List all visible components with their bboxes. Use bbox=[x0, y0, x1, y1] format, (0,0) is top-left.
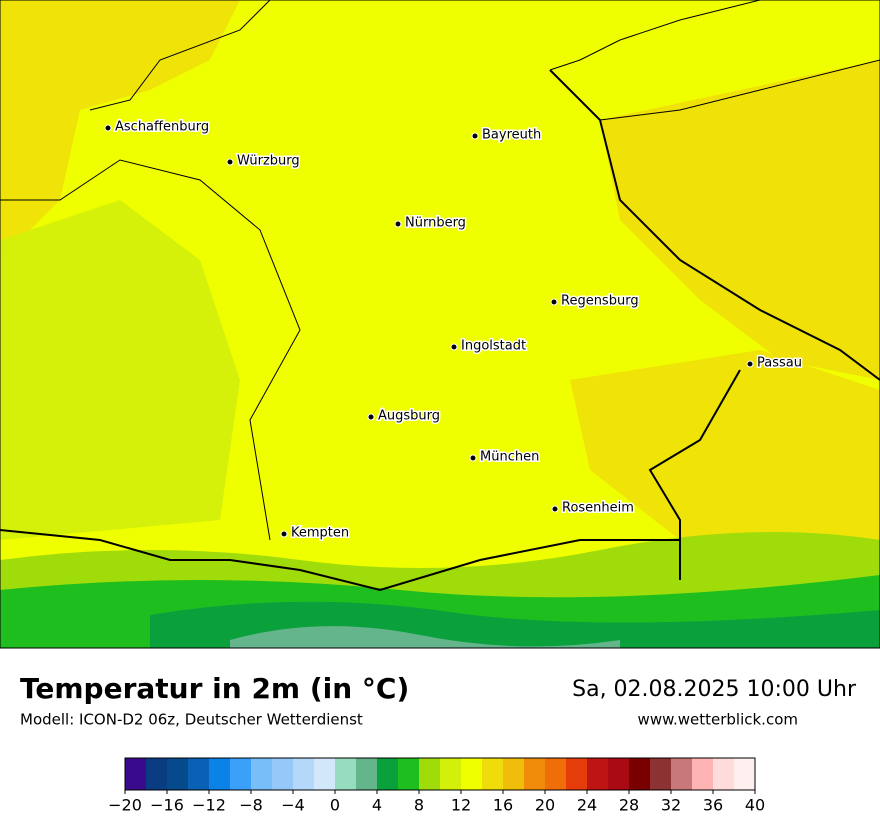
colorbar-swatch bbox=[524, 758, 546, 790]
colorbar-tick-label: 16 bbox=[493, 796, 513, 815]
city-label: Aschaffenburg bbox=[115, 120, 209, 135]
colorbar-swatch bbox=[335, 758, 357, 790]
colorbar-swatch bbox=[209, 758, 231, 790]
colorbar-tick-label: −8 bbox=[239, 796, 263, 815]
warm-area bbox=[570, 350, 880, 540]
colorbar-swatch bbox=[419, 758, 441, 790]
city-dot bbox=[469, 454, 477, 462]
colorbar-swatch bbox=[377, 758, 399, 790]
datetime: Sa, 02.08.2025 10:00 Uhr bbox=[572, 677, 857, 702]
colorbar-swatch bbox=[503, 758, 525, 790]
cool-area bbox=[0, 200, 240, 540]
city-dot bbox=[746, 360, 754, 368]
colorbar-swatch bbox=[272, 758, 294, 790]
colorbar-swatch bbox=[398, 758, 420, 790]
colorbar-swatch bbox=[650, 758, 672, 790]
colorbar-swatch bbox=[251, 758, 273, 790]
city-dot bbox=[280, 530, 288, 538]
city-dot bbox=[551, 505, 559, 513]
colorbar-swatch bbox=[356, 758, 378, 790]
city-label: Nürnberg bbox=[405, 216, 466, 231]
colorbar-tick-label: −4 bbox=[281, 796, 305, 815]
colorbar-tick-label: 8 bbox=[414, 796, 424, 815]
colorbar-swatch bbox=[671, 758, 693, 790]
colorbar-tick-label: 32 bbox=[661, 796, 681, 815]
colorbar-tick-label: −12 bbox=[192, 796, 226, 815]
colorbar-tick-label: −16 bbox=[150, 796, 184, 815]
warm-area bbox=[0, 0, 240, 260]
subtitle: Modell: ICON-D2 06z, Deutscher Wetterdie… bbox=[20, 711, 363, 729]
colorbar-tick-label: −20 bbox=[108, 796, 142, 815]
city-label: Ingolstadt bbox=[461, 339, 526, 354]
state-border bbox=[0, 0, 880, 541]
colorbar-swatch bbox=[461, 758, 483, 790]
city-label: München bbox=[480, 450, 539, 465]
colorbar-tick-label: 24 bbox=[577, 796, 597, 815]
colorbar-swatch bbox=[125, 758, 147, 790]
colorbar-swatch bbox=[734, 758, 756, 790]
website: www.wetterblick.com bbox=[638, 711, 798, 729]
colorbar-swatch bbox=[314, 758, 336, 790]
colorbar-swatch bbox=[293, 758, 315, 790]
title: Temperatur in 2m (in °C) bbox=[20, 672, 409, 705]
colorbar-tick-label: 4 bbox=[372, 796, 382, 815]
colorbar-tick-label: 40 bbox=[745, 796, 765, 815]
map-frame bbox=[0, 0, 880, 649]
city-dot bbox=[471, 132, 479, 140]
colorbar-tick-label: 28 bbox=[619, 796, 639, 815]
colorbar-swatch bbox=[629, 758, 651, 790]
colorbar-swatch bbox=[482, 758, 504, 790]
city-dot bbox=[226, 158, 234, 166]
alps-area bbox=[230, 626, 620, 648]
map: Aschaffenburg Würzburg Bayreuth Nürnberg Reg… bbox=[0, 0, 880, 649]
colorbar-swatch bbox=[188, 758, 210, 790]
colorbar: −20 −16 −12 −8 −4 0 4 8 12 16 20 24 28 32 36 40 bbox=[108, 757, 765, 815]
city-dot bbox=[367, 413, 375, 421]
colorbar-swatch bbox=[587, 758, 609, 790]
city-dot bbox=[394, 220, 402, 228]
warm-area bbox=[600, 60, 880, 380]
colorbar-swatch bbox=[608, 758, 630, 790]
city-label: Würzburg bbox=[237, 154, 300, 169]
colorbar-swatch bbox=[713, 758, 735, 790]
colorbar-frame bbox=[124, 757, 756, 791]
cities: Aschaffenburg Würzburg Bayreuth Nürnberg Reg… bbox=[104, 118, 803, 542]
colorbar-tick-label: 0 bbox=[330, 796, 340, 815]
city-label: Passau bbox=[757, 356, 802, 371]
city-dot bbox=[104, 124, 112, 132]
colorbar-swatch bbox=[167, 758, 189, 790]
city-dot bbox=[450, 343, 458, 351]
city-label: Kempten bbox=[291, 526, 349, 541]
colorbar-swatch bbox=[692, 758, 714, 790]
colorbar-swatch bbox=[230, 758, 252, 790]
colorbar-tick-label: 20 bbox=[535, 796, 555, 815]
colorbar-swatch bbox=[545, 758, 567, 790]
colorbar-tick-label: 12 bbox=[451, 796, 471, 815]
colorbar-tick-label: 36 bbox=[703, 796, 723, 815]
colorbar-swatch bbox=[146, 758, 168, 790]
colorbar-swatch bbox=[440, 758, 462, 790]
city-label: Bayreuth bbox=[482, 128, 541, 143]
city-label: Regensburg bbox=[561, 294, 639, 309]
city-label: Augsburg bbox=[378, 409, 440, 424]
city-label: Rosenheim bbox=[562, 501, 634, 516]
city-dot bbox=[550, 298, 558, 306]
colorbar-swatch bbox=[566, 758, 588, 790]
